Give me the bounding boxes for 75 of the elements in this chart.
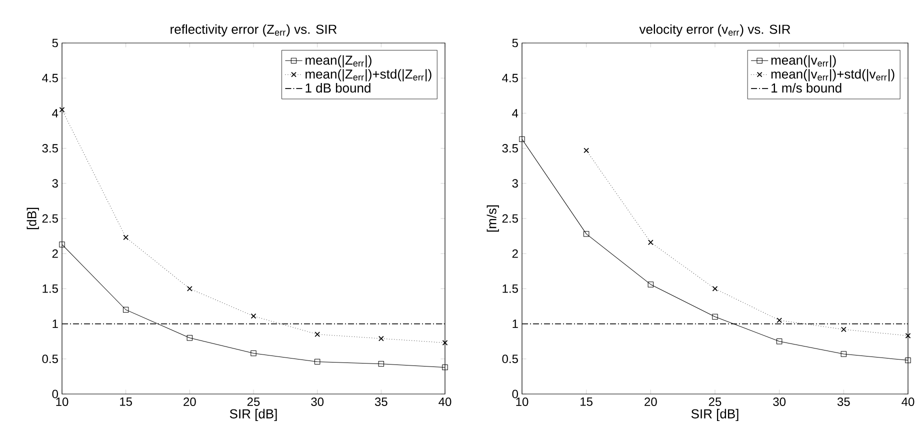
legend-label: mean(|v$_{err}$|) <box>771 55 836 68</box>
point <box>442 340 448 346</box>
legend-label: mean(|Z$_{err}$|) <box>306 55 372 68</box>
point <box>776 318 782 324</box>
point <box>59 242 65 248</box>
point <box>59 106 65 112</box>
y-tick-label: 0.5 <box>42 354 58 364</box>
y-axis-title: [m/s] <box>486 205 499 232</box>
point <box>186 286 192 292</box>
y-tick-label: 4 <box>512 109 518 118</box>
point <box>250 350 256 356</box>
x-tick-label: 10 <box>516 398 528 406</box>
point <box>122 306 129 313</box>
x-tick-label: 10 <box>56 398 68 406</box>
point <box>314 358 320 365</box>
point <box>840 351 847 357</box>
y-tick-label: 3.5 <box>502 144 518 153</box>
y-tick-label: 5 <box>52 38 58 48</box>
point <box>584 148 590 154</box>
y-tick-label: 1.5 <box>502 284 518 293</box>
point <box>250 313 256 319</box>
chart-title: velocity error (v$_{err}$) vs. SIR <box>639 24 790 36</box>
legend-label: 1 dB bound <box>306 83 370 93</box>
point <box>314 332 320 338</box>
x-axis-title: SIR [dB] <box>230 408 277 422</box>
x-tick-label: 25 <box>708 398 722 406</box>
y-tick-label: 2 <box>512 249 518 258</box>
y-tick-label: 0 <box>512 390 518 398</box>
x-tick-label: 40 <box>902 398 914 406</box>
legend-label: 1 m/s bound <box>772 83 842 93</box>
x-tick-label: 30 <box>773 398 786 406</box>
x-tick-label: 25 <box>247 398 260 406</box>
y-tick-label: 1 <box>512 320 518 328</box>
x-tick-label: 35 <box>837 398 850 406</box>
y-tick-label: 4 <box>52 109 58 118</box>
point <box>648 282 654 288</box>
point <box>712 314 718 320</box>
point <box>583 231 590 237</box>
x-tick-label: 15 <box>580 398 592 406</box>
y-tick-label: 3 <box>512 179 518 188</box>
point <box>840 326 846 332</box>
y-tick-label: 1 <box>52 320 58 328</box>
y-tick-label: 3 <box>52 179 58 188</box>
y-tick-label: 0 <box>52 390 58 398</box>
x-tick-label: 20 <box>184 398 196 406</box>
point <box>123 234 129 240</box>
legend-label: mean(|Z$_{err}$|)+std(|Z$_{err}$|) <box>306 69 432 82</box>
y-tick-label: 4.5 <box>42 74 58 82</box>
point <box>905 357 911 364</box>
point <box>905 333 911 338</box>
y-tick-label: 0.5 <box>502 354 518 364</box>
y-tick-label: 4.5 <box>502 74 518 82</box>
y-tick-label: 1.5 <box>42 284 58 293</box>
legend-label: mean(|v$_{err}$|)+std(|v$_{err}$|) <box>771 69 894 82</box>
point <box>442 364 448 370</box>
x-tick-label: 20 <box>644 398 657 406</box>
point <box>776 338 782 344</box>
y-tick-label: 2 <box>52 249 58 258</box>
x-tick-label: 40 <box>438 398 452 406</box>
x-tick-label: 15 <box>120 398 132 406</box>
point <box>648 240 654 246</box>
point <box>378 336 384 342</box>
y-tick-label: 3.5 <box>42 144 58 153</box>
y-tick-label: 2.5 <box>502 214 518 223</box>
y-axis-title: [dB] <box>26 208 39 230</box>
y-tick-label: 5 <box>512 38 518 48</box>
x-tick-label: 35 <box>374 398 388 406</box>
point <box>378 360 384 367</box>
chart-title: reflectivity error (Z$_{err}$) vs. SIR <box>170 24 337 36</box>
y-tick-label: 2.5 <box>42 214 58 223</box>
point <box>186 334 193 341</box>
point <box>712 286 718 292</box>
point <box>519 136 525 142</box>
x-axis-title: SIR [dB] <box>691 408 738 422</box>
x-tick-label: 30 <box>311 398 324 406</box>
